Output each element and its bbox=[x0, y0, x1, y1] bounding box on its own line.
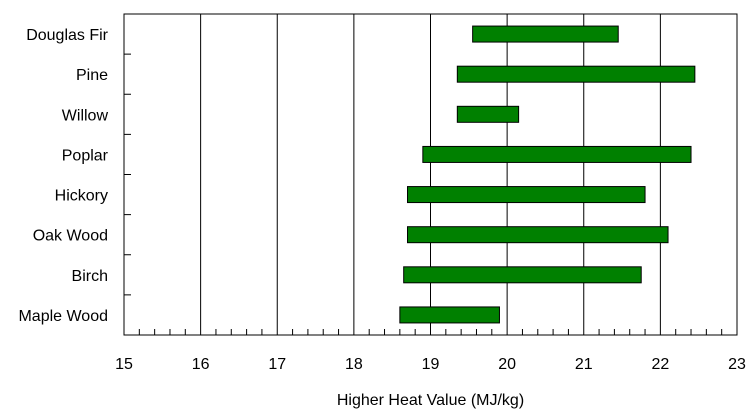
category-label: Pine bbox=[76, 67, 108, 84]
bars-layer bbox=[399, 25, 696, 324]
x-tick-label: 16 bbox=[192, 356, 210, 373]
x-tick-label: 20 bbox=[498, 356, 516, 373]
category-label: Maple Wood bbox=[18, 308, 108, 325]
category-label: Birch bbox=[72, 268, 108, 285]
bar-maple-wood bbox=[399, 306, 500, 324]
category-labels: Douglas Fir Pine Willow Poplar Hickory Oak Wo… bbox=[18, 27, 108, 325]
x-tick-label: 15 bbox=[115, 356, 133, 373]
x-tick-label: 17 bbox=[268, 356, 286, 373]
bar-oak-wood bbox=[407, 226, 669, 244]
bar-birch bbox=[403, 266, 642, 284]
x-axis-title: Higher Heat Value (MJ/kg) bbox=[337, 392, 524, 409]
bar-willow bbox=[456, 105, 520, 123]
category-label: Hickory bbox=[55, 188, 108, 205]
category-label: Oak Wood bbox=[33, 228, 108, 245]
x-tick-label: 23 bbox=[728, 356, 746, 373]
grid-layer bbox=[200, 14, 661, 335]
category-label: Douglas Fir bbox=[26, 27, 108, 44]
x-tick-label: 21 bbox=[575, 356, 593, 373]
bar-hickory bbox=[407, 186, 646, 204]
x-tick-label: 19 bbox=[422, 356, 440, 373]
bar-pine bbox=[456, 65, 696, 83]
category-label: Poplar bbox=[62, 147, 109, 164]
x-tick-label: 18 bbox=[345, 356, 363, 373]
x-tick-label: 22 bbox=[651, 356, 669, 373]
x-minor-ticks bbox=[138, 329, 723, 335]
category-label: Willow bbox=[62, 107, 109, 124]
bar-poplar bbox=[422, 145, 692, 163]
x-tick-labels: 15 16 17 18 19 20 21 22 23 bbox=[115, 356, 746, 373]
y-ticks bbox=[124, 53, 131, 296]
bar-douglas-fir bbox=[472, 25, 619, 43]
